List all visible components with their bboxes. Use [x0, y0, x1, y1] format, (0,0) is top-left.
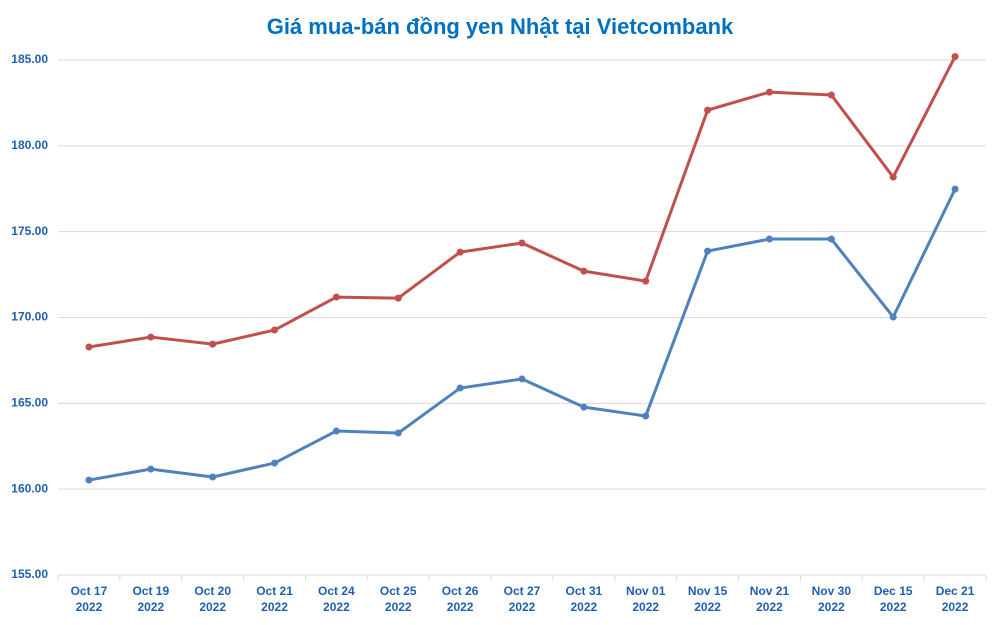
data-point — [889, 313, 897, 321]
data-point — [580, 267, 588, 275]
x-tick-label: 2022 — [942, 600, 969, 614]
x-tick-label: Oct 27 — [504, 584, 541, 598]
data-point — [765, 235, 773, 243]
y-tick-label: 160.00 — [11, 481, 48, 495]
data-point — [765, 88, 773, 96]
x-tick-label: Oct 31 — [566, 584, 603, 598]
data-point — [332, 427, 340, 435]
x-tick-label: Nov 21 — [750, 584, 790, 598]
data-point — [456, 248, 464, 256]
data-point — [827, 235, 835, 243]
x-tick-label: 2022 — [199, 600, 226, 614]
data-point — [951, 185, 959, 193]
data-point — [642, 277, 650, 285]
data-point — [394, 294, 402, 302]
data-point — [456, 384, 464, 392]
chart-title: Giá mua-bán đồng yen Nhật tại Vietcomban… — [267, 14, 734, 39]
x-tick-label: Nov 15 — [688, 584, 728, 598]
x-tick-label: Dec 21 — [936, 584, 975, 598]
y-tick-label: 180.00 — [11, 138, 48, 152]
y-tick-label: 170.00 — [11, 310, 48, 324]
data-point — [704, 106, 712, 114]
series-line — [88, 188, 957, 482]
x-tick-label: Oct 20 — [194, 584, 231, 598]
data-point — [951, 53, 959, 61]
x-tick-label: Oct 19 — [132, 584, 169, 598]
x-tick-label: 2022 — [818, 600, 845, 614]
data-point — [147, 333, 155, 341]
x-tick-label: 2022 — [756, 600, 783, 614]
y-tick-label: 155.00 — [11, 567, 48, 581]
data-point — [332, 293, 340, 301]
x-tick-label: Nov 01 — [626, 584, 666, 598]
x-tick-label: 2022 — [571, 600, 598, 614]
y-tick-label: 175.00 — [11, 224, 48, 238]
x-tick-label: 2022 — [137, 600, 164, 614]
x-tick-label: 2022 — [694, 600, 721, 614]
x-tick-label: 2022 — [323, 600, 350, 614]
data-point — [827, 91, 835, 99]
x-tick-label: Dec 15 — [874, 584, 913, 598]
x-tick-label: 2022 — [385, 600, 412, 614]
x-tick-label: 2022 — [880, 600, 907, 614]
data-point — [518, 375, 526, 383]
data-point — [85, 343, 93, 351]
data-point — [518, 239, 526, 247]
x-tick-label: 2022 — [632, 600, 659, 614]
x-tick-label: 2022 — [261, 600, 288, 614]
data-point — [271, 326, 279, 334]
x-tick-label: Oct 21 — [256, 584, 293, 598]
x-tick-label: Oct 17 — [71, 584, 108, 598]
data-point — [704, 247, 712, 255]
data-point — [889, 173, 897, 181]
y-tick-label: 185.00 — [11, 52, 48, 66]
data-point — [147, 465, 155, 473]
series-line — [88, 55, 957, 349]
data-point — [394, 429, 402, 437]
data-point — [271, 459, 279, 467]
x-tick-label: Oct 25 — [380, 584, 417, 598]
plot-area — [85, 53, 959, 484]
x-tick-label: Oct 26 — [442, 584, 479, 598]
data-point — [85, 476, 93, 484]
x-tick-label: Oct 24 — [318, 584, 355, 598]
data-point — [209, 340, 217, 348]
x-tick-label: 2022 — [447, 600, 474, 614]
x-tick-label: 2022 — [509, 600, 536, 614]
x-tick-label: Nov 30 — [812, 584, 852, 598]
data-point — [642, 412, 650, 420]
data-point — [580, 403, 588, 411]
y-tick-label: 165.00 — [11, 396, 48, 410]
data-point — [209, 473, 217, 481]
x-tick-label: 2022 — [76, 600, 103, 614]
